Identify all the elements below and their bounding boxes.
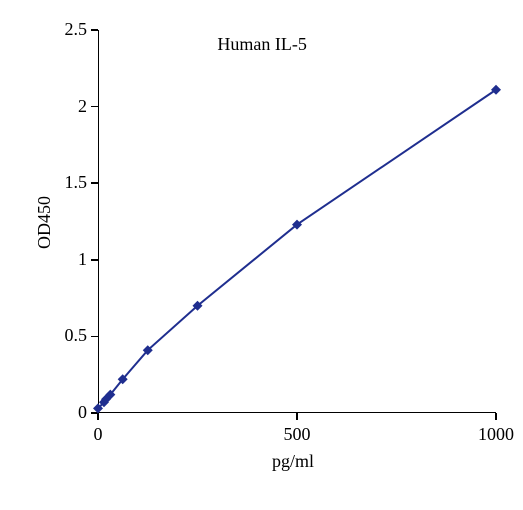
series-line (98, 90, 496, 409)
data-series (0, 0, 523, 510)
chart-container: Human IL-5 OD450 pg/ml 00.511.522.5 0500… (0, 0, 523, 510)
